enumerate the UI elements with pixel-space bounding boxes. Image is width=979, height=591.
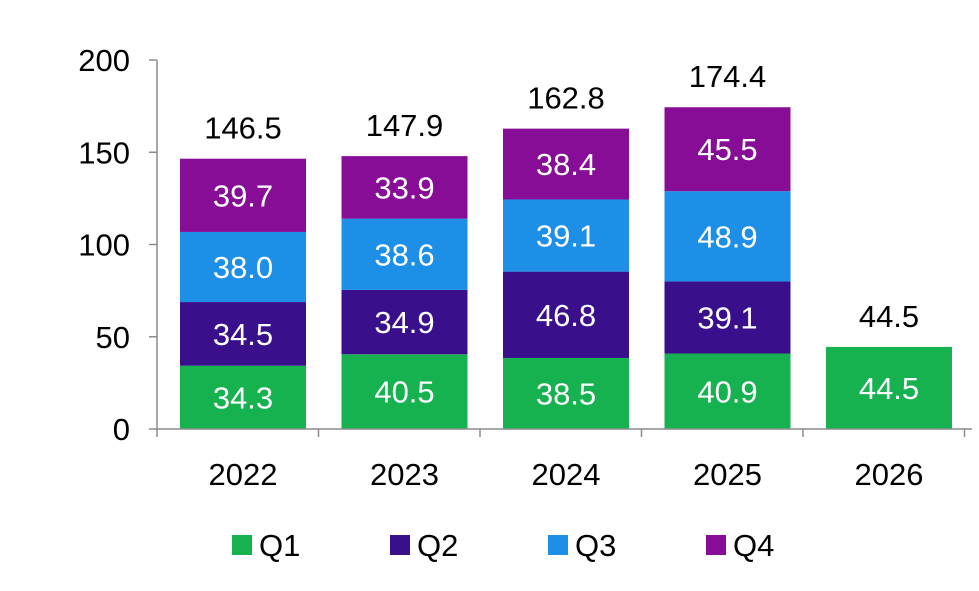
bar-segment-q2 xyxy=(664,281,791,354)
bar-segment-q4 xyxy=(503,128,629,200)
bar-segment-q4 xyxy=(180,158,306,232)
bar-total-label: 147.9 xyxy=(366,108,444,143)
x-tick-label: 2026 xyxy=(855,457,924,492)
bar-segment-q4 xyxy=(664,107,791,192)
plot-area: 34.3 34.5 38.0 39.7 146.5 40.5 34.9 38.6 33.9 147… xyxy=(180,59,952,429)
legend-swatch-q4 xyxy=(706,535,726,555)
y-tick-label: 200 xyxy=(78,43,130,78)
bar-total-label: 174.4 xyxy=(689,59,767,94)
bar-total-label: 162.8 xyxy=(527,81,605,116)
y-tick-label: 50 xyxy=(96,320,130,355)
legend-label: Q1 xyxy=(259,528,300,563)
bar-segment-q2 xyxy=(180,302,306,366)
bar-segment-q1 xyxy=(341,354,468,429)
segment-value-label: 46.8 xyxy=(536,298,596,333)
x-tick-label: 2023 xyxy=(370,457,439,492)
segment-value-label: 45.5 xyxy=(697,132,757,167)
segment-value-label: 33.9 xyxy=(374,170,434,205)
legend-swatch-q3 xyxy=(548,535,568,555)
bar-segment-q2 xyxy=(503,271,629,358)
axes: 0 50 100 150 200 2022 2023 2024 2025 2026 xyxy=(78,43,972,492)
segment-value-label: 44.5 xyxy=(859,371,919,406)
segment-value-label: 40.5 xyxy=(374,375,434,410)
legend-swatch-q1 xyxy=(232,535,252,555)
bar-total-label: 146.5 xyxy=(204,111,282,146)
legend: Q1 Q2 Q3 Q4 xyxy=(232,528,774,563)
bar-segment-q4 xyxy=(341,156,468,219)
segment-value-label: 34.5 xyxy=(213,317,273,352)
segment-value-label: 38.0 xyxy=(213,250,273,285)
segment-value-label: 39.7 xyxy=(213,178,273,213)
segment-value-label: 48.9 xyxy=(697,219,757,254)
x-tick-label: 2024 xyxy=(532,457,601,492)
bar-segment-q1 xyxy=(826,346,952,429)
segment-value-label: 39.1 xyxy=(536,219,596,254)
y-tick-label: 150 xyxy=(78,135,130,170)
segment-value-label: 40.9 xyxy=(697,374,757,409)
y-tick-label: 100 xyxy=(78,228,130,263)
bar-segment-q3 xyxy=(503,199,629,272)
bar-segment-q2 xyxy=(341,289,468,355)
segment-value-label: 34.3 xyxy=(213,380,273,415)
bar-segment-q3 xyxy=(180,231,306,303)
bar-segment-q1 xyxy=(664,353,791,429)
segment-value-label: 38.4 xyxy=(536,147,596,182)
bar-segment-q1 xyxy=(503,357,629,429)
segment-value-label: 38.5 xyxy=(536,376,596,411)
x-tick-label: 2022 xyxy=(209,457,278,492)
legend-label: Q4 xyxy=(733,528,774,563)
bar-segment-q3 xyxy=(341,218,468,290)
bar-total-label: 44.5 xyxy=(859,299,919,334)
legend-label: Q2 xyxy=(417,528,458,563)
segment-value-label: 38.6 xyxy=(374,237,434,272)
segment-value-label: 34.9 xyxy=(374,305,434,340)
bar-segment-q3 xyxy=(664,191,791,282)
y-tick-label: 0 xyxy=(113,412,130,447)
legend-label: Q3 xyxy=(575,528,616,563)
bar-segment-q1 xyxy=(180,365,306,429)
legend-swatch-q2 xyxy=(390,535,410,555)
x-tick-label: 2025 xyxy=(693,457,762,492)
segment-value-label: 39.1 xyxy=(697,300,757,335)
